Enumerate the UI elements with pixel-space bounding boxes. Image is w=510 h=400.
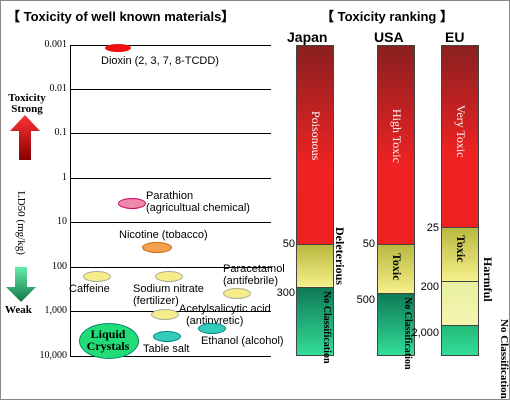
weak-label: Weak (5, 304, 32, 316)
parathion-marker (118, 198, 146, 209)
scale-line-0.1 (70, 133, 271, 134)
caffeine-marker (83, 271, 111, 282)
paracetamol-label: Paracetamol (223, 263, 285, 275)
eu-harmful-band (441, 281, 479, 326)
scale-line-10000 (70, 356, 271, 357)
tick-label: 100 (52, 261, 67, 272)
sodium-nitrate-sublabel: (fertilizer) (133, 295, 179, 307)
eu-threshold: 2,000 (411, 327, 439, 339)
japan-no-class-band (296, 287, 334, 356)
parathion-label: Parathion (146, 190, 194, 202)
eu-very-toxic-band (441, 45, 479, 228)
scale-line-0.001 (70, 45, 271, 46)
tick-label: 0.001 (44, 39, 68, 50)
left-title: 【 Toxicity of well known materials】 (7, 9, 235, 24)
dioxin-marker (105, 44, 131, 52)
down-arrow-icon (6, 267, 36, 302)
sodium-nitrate-label: Sodium nitrate (133, 283, 204, 295)
eu-threshold: 25 (426, 222, 439, 234)
paracetamol-marker (223, 288, 251, 299)
eu-side-label: Harmful (481, 257, 495, 302)
y-axis-label: LD50 (mg/kg) (15, 191, 27, 255)
tick-label: 10,000 (39, 350, 68, 361)
toxicity-strong-label: Toxicity Strong (8, 92, 46, 115)
liquid-crystals-label: Liquid Crystals (86, 327, 130, 353)
japan-top-label: Poisonous (309, 111, 323, 161)
usa-no-class-band (377, 293, 415, 356)
eu-mid-label: Toxic (454, 235, 468, 263)
table-salt-label: Table salt (143, 343, 190, 355)
nicotine-marker (142, 242, 172, 253)
tick-label: 0.01 (49, 83, 68, 94)
acetylsalicylic-marker (151, 309, 179, 320)
up-arrow-icon (10, 115, 40, 160)
y-axis-line (70, 45, 71, 356)
tick-label: 0.1 (54, 127, 68, 138)
sodium-nitrate-marker (155, 271, 183, 282)
japan-threshold: 300 (276, 287, 295, 299)
table-salt-marker (153, 331, 181, 342)
scale-line-10 (70, 222, 271, 223)
tick-label: 10 (57, 216, 67, 227)
japan-mid-label: Deleterious (333, 227, 347, 285)
parathion-sublabel: (agricultual chemical) (146, 202, 250, 214)
eu-low-label: No Classification (498, 319, 510, 399)
eu-threshold: 200 (420, 281, 439, 293)
scale-line-100 (70, 267, 271, 268)
paracetamol-sublabel: (antifebrile) (223, 275, 279, 287)
usa-threshold: 50 (362, 238, 375, 250)
eu-no-class-band (441, 325, 479, 356)
usa-threshold: 500 (356, 294, 375, 306)
eu-header: EU (445, 29, 465, 45)
liquid-crystals-marker (79, 323, 139, 359)
japan-deleterious-band (296, 244, 334, 288)
usa-header: USA (374, 29, 404, 45)
eu-top-label: Very Toxic (454, 105, 468, 158)
ethanol-label: Ethanol (alcohol) (201, 335, 284, 347)
right-title: 【 Toxicity ranking 】 (321, 9, 453, 24)
usa-mid-label: Toxic (390, 253, 404, 281)
usa-top-label: High Toxic (390, 109, 404, 163)
caffeine-label: Caffeine (69, 283, 110, 295)
japan-header: Japan (287, 29, 328, 45)
scale-line-0.01 (70, 89, 271, 90)
tick-label: 1 (62, 172, 67, 183)
japan-poisonous-band (296, 45, 334, 245)
usa-high-toxic-band (377, 45, 415, 245)
scale-line-1 (70, 178, 271, 179)
ethanol-marker (198, 323, 226, 334)
japan-low-label: No Classification (321, 291, 332, 364)
japan-threshold: 50 (282, 238, 295, 250)
dioxin-label: Dioxin (2, 3, 7, 8-TCDD) (101, 55, 219, 67)
tick-label: 1,000 (44, 305, 68, 316)
usa-low-label: No Classification (402, 297, 413, 370)
acetylsalicylic-label: Acetylsalicytic acid (179, 303, 271, 315)
nicotine-label: Nicotine (tobacco) (119, 229, 208, 241)
